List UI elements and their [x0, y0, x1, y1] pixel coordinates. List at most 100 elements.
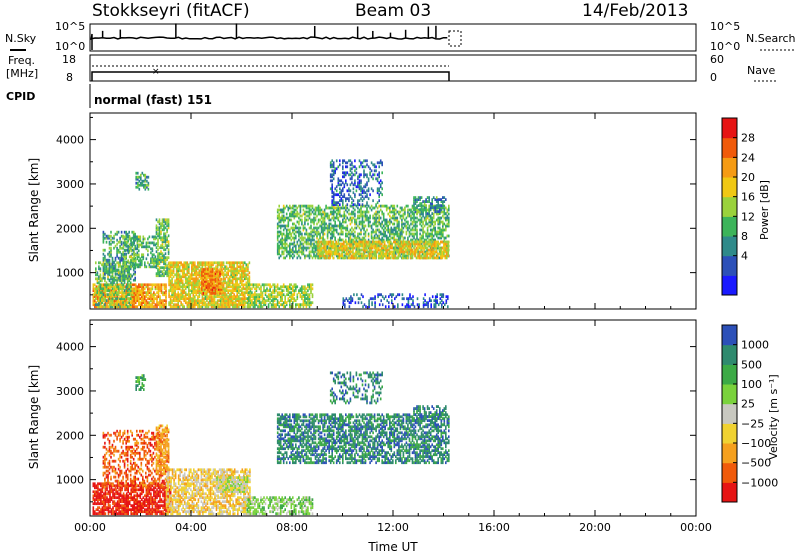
scatter-cell: [183, 271, 185, 275]
scatter-cell: [390, 228, 393, 232]
scatter-cell: [396, 222, 399, 226]
scatter-cell: [329, 242, 332, 246]
scatter-cell: [317, 254, 320, 258]
scatter-cell: [236, 291, 238, 295]
scatter-cell: [191, 275, 193, 279]
scatter-cell: [385, 236, 388, 240]
nsky-tick-bottom: 10^0: [55, 40, 85, 53]
scatter-cell: [216, 272, 218, 275]
scatter-cell: [151, 235, 154, 239]
scatter-cell: [263, 285, 265, 289]
scatter-cell: [393, 214, 396, 218]
scatter-cell: [260, 293, 262, 297]
scatter-cell: [188, 295, 190, 299]
scatter-cell: [325, 222, 327, 226]
scatter-cell: [349, 232, 352, 236]
scatter-cell: [384, 220, 386, 224]
scatter-cell: [108, 250, 111, 254]
scatter-cell: [322, 236, 324, 240]
scatter-cell: [371, 250, 374, 254]
scatter-cell: [236, 303, 238, 307]
scatter-cell: [337, 216, 340, 220]
scatter-cell: [248, 285, 250, 289]
scatter-cell: [317, 242, 319, 246]
scatter-cell: [304, 218, 306, 222]
scatter-cell: [106, 303, 108, 307]
scatter-cell: [282, 250, 285, 254]
scatter-cell: [228, 269, 231, 273]
scatter-cell: [397, 254, 400, 258]
scatter-cell: [230, 291, 232, 295]
scatter-cell: [411, 228, 414, 232]
scatter-cell: [188, 279, 190, 283]
scatter-cell: [201, 286, 203, 289]
scatter-cell: [352, 244, 355, 248]
scatter-cell: [192, 263, 195, 267]
scatter-cell: [398, 210, 400, 214]
scatter-cell: [175, 303, 178, 307]
scatter-cell: [204, 261, 207, 265]
scatter-cell: [144, 179, 147, 183]
scatter-cell: [157, 248, 159, 252]
scatter-cell: [332, 230, 335, 234]
scatter-cell: [372, 238, 374, 242]
scatter-cell: [422, 236, 424, 240]
scatter-cell: [172, 295, 175, 299]
scatter-cell: [100, 293, 102, 297]
scatter-cell: [304, 204, 306, 208]
scatter-cell: [287, 208, 290, 212]
scatter-cell: [247, 269, 249, 273]
scatter-cell: [313, 244, 315, 248]
scatter-cell: [289, 254, 291, 258]
scatter-cell: [231, 305, 234, 309]
scatter-cell: [96, 273, 99, 277]
scatter-cell: [305, 232, 308, 236]
scatter-cell: [407, 204, 409, 208]
scatter-cell: [345, 214, 347, 218]
scatter-cell: [425, 238, 427, 242]
scatter-cell: [225, 285, 228, 289]
scatter-cell: [166, 224, 168, 228]
scatter-cell: [206, 297, 208, 301]
scatter-cell: [368, 254, 371, 258]
scatter-cell: [324, 240, 327, 244]
scatter-cell: [202, 280, 205, 283]
scatter-cell: [401, 218, 403, 222]
scatter-cell: [364, 254, 366, 258]
scatter-cell: [376, 234, 379, 238]
scatter-cell: [375, 214, 377, 218]
scatter-cell: [134, 299, 137, 303]
scatter-cell: [140, 181, 142, 185]
scatter-cell: [163, 224, 165, 228]
scatter-cell: [191, 285, 193, 289]
scatter-cell: [407, 208, 409, 212]
scatter-cell: [379, 252, 381, 256]
scatter-cell: [293, 291, 296, 295]
scatter-cell: [385, 224, 388, 228]
scatter-cell: [295, 244, 297, 248]
scatter-cell: [169, 289, 172, 293]
scatter-cell: [320, 222, 323, 226]
scatter-cell: [239, 299, 242, 303]
scatter-cell: [378, 204, 380, 208]
scatter-cell: [148, 297, 151, 301]
scatter-cell: [278, 244, 280, 248]
scatter-cell: [278, 220, 280, 224]
scatter-cell: [244, 269, 246, 273]
scatter-cell: [293, 285, 296, 289]
scatter-cell: [138, 287, 140, 291]
scatter-cell: [157, 295, 160, 299]
scatter-cell: [145, 245, 148, 249]
scatter-cell: [128, 297, 130, 301]
scatter-cell: [437, 232, 439, 236]
scatter-cell: [346, 232, 349, 236]
scatter-cell: [111, 265, 114, 269]
scatter-cell: [405, 220, 408, 224]
scatter-cell: [144, 295, 146, 299]
scatter-cell: [354, 226, 356, 230]
scatter-cell: [439, 220, 441, 224]
scatter-cell: [375, 216, 377, 220]
scatter-cell: [376, 206, 379, 210]
scatter-cell: [96, 287, 99, 291]
scatter-cell: [276, 242, 279, 246]
